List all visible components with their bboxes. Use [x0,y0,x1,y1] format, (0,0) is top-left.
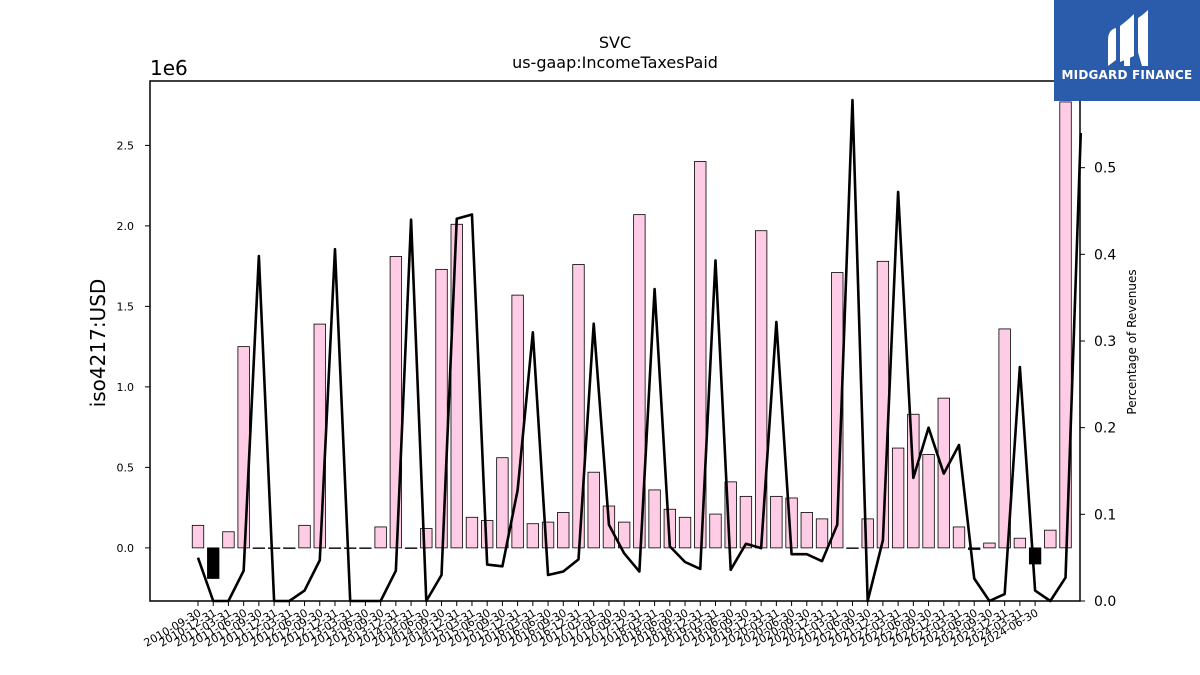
y-tick-label: 0.5 [117,461,135,474]
chart-bar [267,547,281,549]
chart-bar [846,547,859,549]
chart-bar [1013,537,1027,549]
chart-bar [191,524,205,549]
chart-bar [770,495,783,549]
chart-bar [922,454,935,549]
chart-bar [222,531,235,549]
y-tick-label: 1.5 [117,300,135,313]
y2-tick-label: 0.2 [1094,421,1116,437]
chart-bar [952,526,966,549]
chart-bar [298,524,311,549]
chart-bar [998,328,1011,549]
chart-bar [831,272,844,549]
y2-tick-label: 0.4 [1094,247,1116,263]
y-offset-label: 1e6 [150,56,188,80]
chart-bar [252,547,266,549]
chart-bar [800,512,813,549]
chart-bar [207,547,220,579]
y2-tick-label: 0.5 [1094,161,1116,177]
chart-subtitle: us-gaap:IncomeTaxesPaid [512,53,718,72]
chart-bar [557,512,570,549]
chart-bar [541,521,555,549]
chart-bar [739,495,753,549]
chart-bar [1044,529,1057,549]
chart-bar [709,513,722,549]
y2-tick-label: 0.0 [1094,594,1116,610]
chart-bar [815,518,829,549]
y-tick-label: 2.0 [117,220,135,233]
percentage-line [196,98,1083,603]
brand-name: MIDGARD FINANCE [1061,68,1193,82]
chart-bar [907,413,920,549]
chart-bar [374,526,387,549]
chart-bar [876,260,890,549]
chart-bar [618,521,631,549]
brand-logo: MIDGARD FINANCE [1054,0,1200,101]
chart-bar [587,471,600,549]
chart-bar [648,489,661,549]
chart-bar [678,516,692,549]
chart-bar [465,516,479,549]
chart-bar [968,547,981,550]
chart-bar [344,547,357,549]
y2-tick-label: 0.3 [1094,334,1116,350]
chart-bar [983,542,996,549]
chart-bar [526,523,539,549]
y-axis-label: iso4217:USD [86,279,110,408]
chart-bar [891,447,905,549]
chart-bar [450,223,463,549]
plot-frame [149,80,1081,602]
y-tick-label: 0.0 [117,542,135,555]
chart-bar [359,547,372,549]
chart-bar [404,547,418,549]
chart-bar [237,346,250,549]
chart-bar [420,528,433,549]
y2-axis-label: Percentage of Revenues [1125,269,1139,414]
y-tick-label: 2.5 [117,139,135,152]
midgard-logo-icon [1108,10,1148,66]
y2-tick-label: 0.1 [1094,507,1116,523]
chart-bar [328,547,342,549]
chart-bar [1028,547,1042,565]
y-tick-label: 1.0 [117,381,135,394]
chart-bar [496,457,509,549]
chart-bar [283,547,296,549]
chart-bar [313,323,326,549]
chart-title: SVC [599,33,631,52]
chart-bar [861,518,874,549]
